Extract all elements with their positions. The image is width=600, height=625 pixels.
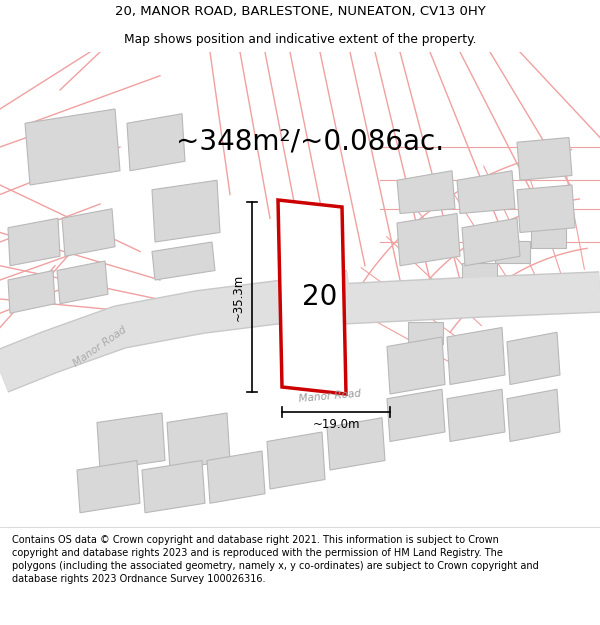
Polygon shape	[207, 451, 265, 503]
Polygon shape	[62, 209, 115, 256]
Polygon shape	[517, 185, 575, 232]
Text: Contains OS data © Crown copyright and database right 2021. This information is : Contains OS data © Crown copyright and d…	[12, 535, 539, 584]
Polygon shape	[461, 263, 497, 285]
Polygon shape	[387, 337, 445, 394]
Polygon shape	[97, 413, 165, 470]
Polygon shape	[507, 389, 560, 441]
Polygon shape	[142, 461, 205, 512]
Polygon shape	[433, 290, 467, 312]
Text: ~19.0m: ~19.0m	[312, 419, 360, 431]
Polygon shape	[532, 226, 566, 248]
Text: 20, MANOR ROAD, BARLESTONE, NUNEATON, CV13 0HY: 20, MANOR ROAD, BARLESTONE, NUNEATON, CV…	[115, 5, 485, 18]
Polygon shape	[495, 241, 530, 264]
Polygon shape	[327, 418, 385, 470]
Polygon shape	[8, 218, 60, 266]
Polygon shape	[167, 413, 230, 470]
Text: Map shows position and indicative extent of the property.: Map shows position and indicative extent…	[124, 32, 476, 46]
Polygon shape	[57, 261, 108, 304]
Polygon shape	[25, 109, 120, 185]
Text: Manor Road: Manor Road	[71, 324, 128, 369]
Polygon shape	[409, 321, 443, 344]
Text: ~348m²/~0.086ac.: ~348m²/~0.086ac.	[176, 128, 444, 156]
Polygon shape	[517, 138, 572, 180]
Polygon shape	[152, 242, 215, 280]
Polygon shape	[457, 171, 515, 214]
Polygon shape	[152, 180, 220, 242]
Polygon shape	[77, 461, 140, 512]
Polygon shape	[447, 389, 505, 441]
Polygon shape	[447, 328, 505, 384]
Polygon shape	[127, 114, 185, 171]
Text: 20: 20	[302, 283, 338, 311]
Polygon shape	[397, 171, 455, 214]
Polygon shape	[387, 389, 445, 441]
Polygon shape	[397, 214, 460, 266]
Text: ~35.3m: ~35.3m	[232, 273, 245, 321]
Polygon shape	[507, 332, 560, 384]
Polygon shape	[462, 218, 520, 266]
Polygon shape	[8, 271, 55, 313]
Polygon shape	[278, 200, 346, 394]
Text: Manor Road: Manor Road	[298, 389, 362, 404]
Polygon shape	[267, 432, 325, 489]
